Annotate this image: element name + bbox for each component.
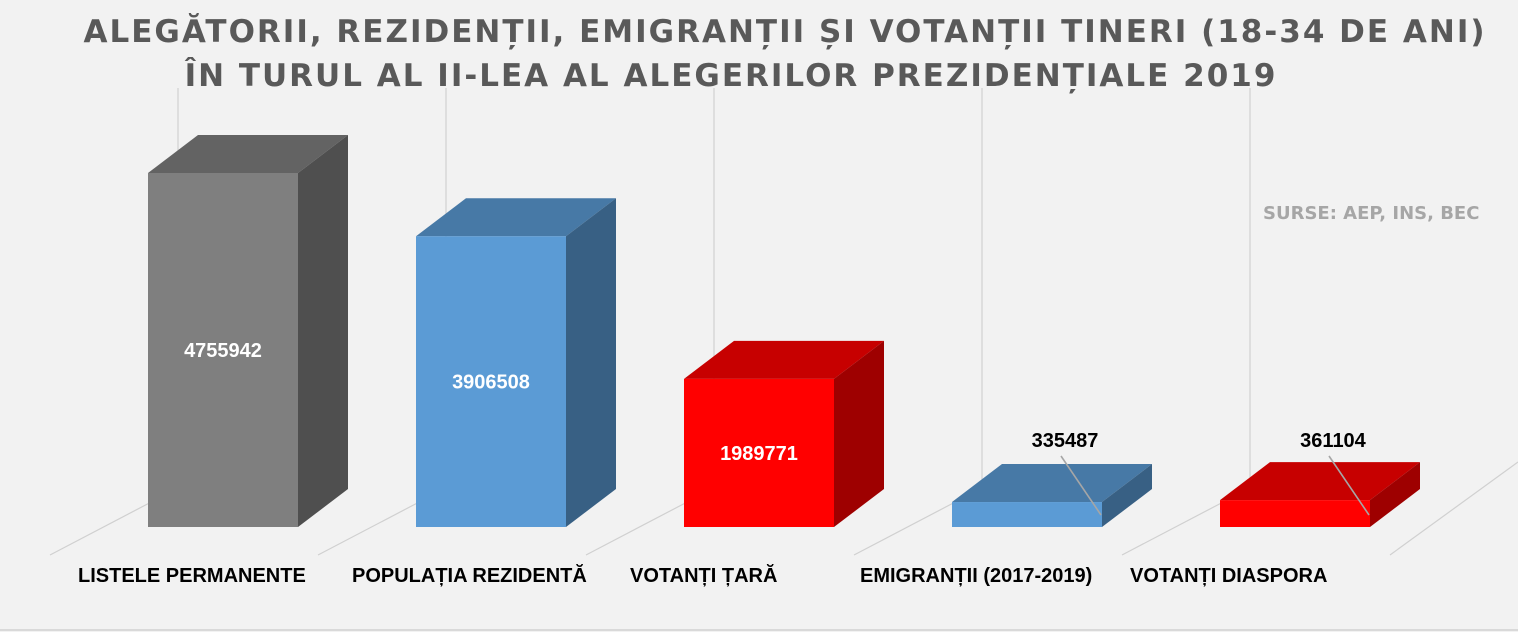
data-label-leader-4 <box>1060 455 1102 516</box>
bar-1 <box>148 173 298 527</box>
chart-title-line-1: ALEGĂTORII, REZIDENȚII, EMIGRANȚII ȘI VO… <box>83 14 1487 50</box>
data-label-leader-5 <box>1328 455 1370 516</box>
bar-2 <box>416 236 566 528</box>
data-label-1: 4755942 <box>184 340 262 362</box>
bar-5 <box>1220 500 1370 527</box>
bar-4-top <box>952 464 1152 503</box>
bar-5-top <box>1220 462 1420 501</box>
gridline-floor <box>1389 461 1518 556</box>
data-label-4: 335487 <box>1032 430 1099 452</box>
bar-5-side <box>1370 462 1420 527</box>
data-label-2: 3906508 <box>452 372 530 394</box>
data-label-5: 361104 <box>1300 430 1367 452</box>
source-note: SURSE: AEP, INS, BEC <box>1263 203 1480 224</box>
bar-4 <box>952 502 1102 527</box>
bar-1-top <box>148 135 348 173</box>
category-label-4: EMIGRANȚII (2017-2019) <box>860 565 1093 587</box>
bar-3-top <box>684 340 884 379</box>
bar-3 <box>684 378 834 527</box>
category-label-1: LISTELE PERMANENTE <box>78 565 306 587</box>
chart-title-line-2: ÎN TURUL AL II-LEA AL ALEGERILOR PREZIDE… <box>184 58 1278 94</box>
bar-4-side <box>1102 464 1152 527</box>
data-label-3: 1989771 <box>720 443 798 465</box>
bar-2-top <box>416 198 616 237</box>
bar-2-side <box>566 198 616 528</box>
category-label-3: VOTANȚI ȚARĂ <box>630 565 778 587</box>
bar-1-side <box>298 135 348 527</box>
bar-3-side <box>834 340 884 527</box>
category-label-2: POPULAȚIA REZIDENTĂ <box>352 565 587 587</box>
category-label-5: VOTANȚI DIASPORA <box>1130 565 1328 587</box>
